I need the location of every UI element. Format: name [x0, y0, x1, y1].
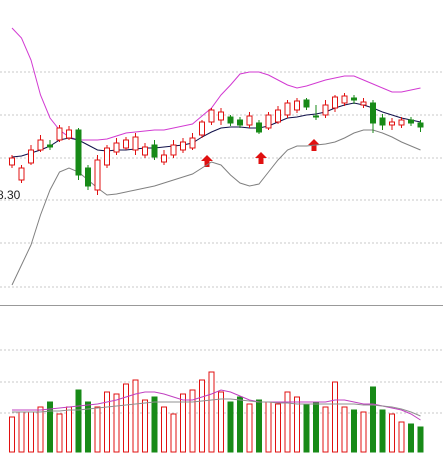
- volume-bar: [75, 389, 82, 453]
- volume-bar: [313, 401, 319, 453]
- volume-bar: [370, 386, 376, 453]
- candle-body: [246, 115, 253, 126]
- grid: [0, 71, 443, 414]
- candle-body: [123, 139, 129, 149]
- volume-bar: [66, 406, 72, 453]
- candle-body: [256, 122, 262, 133]
- volume-bar: [218, 391, 224, 453]
- signal-arrows: [201, 139, 320, 167]
- volume-bar: [408, 423, 414, 453]
- candle-body: [408, 119, 414, 124]
- volume-average-line: [12, 398, 421, 417]
- volume-bar: [389, 413, 395, 453]
- candle-body: [28, 149, 34, 164]
- candle-body: [322, 104, 329, 116]
- volume-bar: [189, 389, 196, 453]
- candle-body: [189, 137, 196, 149]
- candle-body: [85, 167, 91, 187]
- volume-bar: [237, 396, 243, 453]
- volume-bar: [208, 371, 215, 453]
- volume-bar: [113, 393, 120, 453]
- volume-bar: [322, 406, 329, 453]
- volume-bar: [256, 399, 262, 453]
- candle-body: [284, 102, 291, 116]
- candle-body: [151, 144, 158, 158]
- volume-bar: [28, 411, 34, 453]
- candle-body: [313, 115, 319, 118]
- candle-body: [104, 147, 110, 166]
- arrow: [201, 155, 213, 167]
- candle-body: [303, 99, 310, 108]
- candle-body: [94, 159, 101, 191]
- volume-bar: [417, 426, 424, 453]
- volume-bar: [398, 421, 405, 453]
- candle-body: [417, 122, 424, 128]
- volume-bar: [180, 393, 186, 453]
- candle-body: [180, 141, 186, 151]
- arrow: [255, 152, 267, 164]
- volume-average-line: [12, 389, 421, 421]
- volume-bar: [123, 383, 129, 453]
- candle-body: [275, 109, 281, 123]
- volume-bar: [142, 399, 148, 453]
- volume-bar: [37, 406, 44, 453]
- candle-body: [75, 129, 82, 176]
- volume-bar: [303, 403, 310, 453]
- candle-body: [132, 136, 139, 151]
- candle-body: [170, 144, 177, 156]
- candle-body: [389, 121, 395, 126]
- candle-body: [360, 101, 367, 106]
- volume-bar: [199, 379, 205, 453]
- volume-bar: [104, 391, 110, 453]
- volume-bar: [360, 411, 367, 453]
- candle-body: [294, 100, 300, 111]
- volume-bar: [9, 416, 15, 453]
- candle-body: [332, 96, 338, 109]
- volume-bar: [56, 413, 63, 453]
- volume-bar: [151, 396, 158, 453]
- candle-body: [37, 139, 44, 151]
- volume-bar: [351, 409, 357, 453]
- candle-body: [227, 116, 234, 124]
- volume-bar: [265, 401, 272, 453]
- volume-bar: [85, 401, 91, 453]
- price-annotation: 8.30: [0, 188, 21, 202]
- volume-bar: [246, 403, 253, 453]
- volume-bar: [227, 401, 234, 453]
- candle-body: [199, 121, 205, 136]
- candle-body: [208, 109, 215, 123]
- candle-body: [161, 154, 167, 163]
- candle-body: [56, 127, 63, 141]
- volume-bar: [18, 411, 25, 453]
- candle-body: [265, 114, 272, 129]
- volume-bar: [332, 381, 338, 453]
- candle-body: [351, 97, 357, 101]
- candle-body: [370, 102, 376, 124]
- candle-body: [18, 167, 25, 181]
- volume-bar: [294, 396, 300, 453]
- volume-bar: [341, 406, 348, 453]
- candle-body: [142, 146, 148, 156]
- volume-bar: [284, 391, 291, 453]
- candle-body: [47, 144, 53, 148]
- candle-body: [341, 95, 348, 104]
- band-line: [11, 27, 421, 141]
- candle-body: [9, 157, 15, 166]
- candle-body: [379, 117, 386, 126]
- band-line: [11, 129, 421, 286]
- candle-body: [398, 119, 405, 126]
- volume-bar: [47, 401, 53, 453]
- candle-body: [218, 111, 224, 121]
- volume-bar: [132, 379, 139, 453]
- volume-bar: [275, 403, 281, 453]
- band-line: [11, 102, 421, 158]
- candle-body: [113, 142, 120, 153]
- volume-bar: [379, 409, 386, 453]
- candle-body: [66, 129, 72, 139]
- volume-bar: [170, 413, 177, 453]
- candle-body: [237, 119, 243, 126]
- volume-bar: [94, 406, 101, 453]
- volume-bar: [161, 406, 167, 453]
